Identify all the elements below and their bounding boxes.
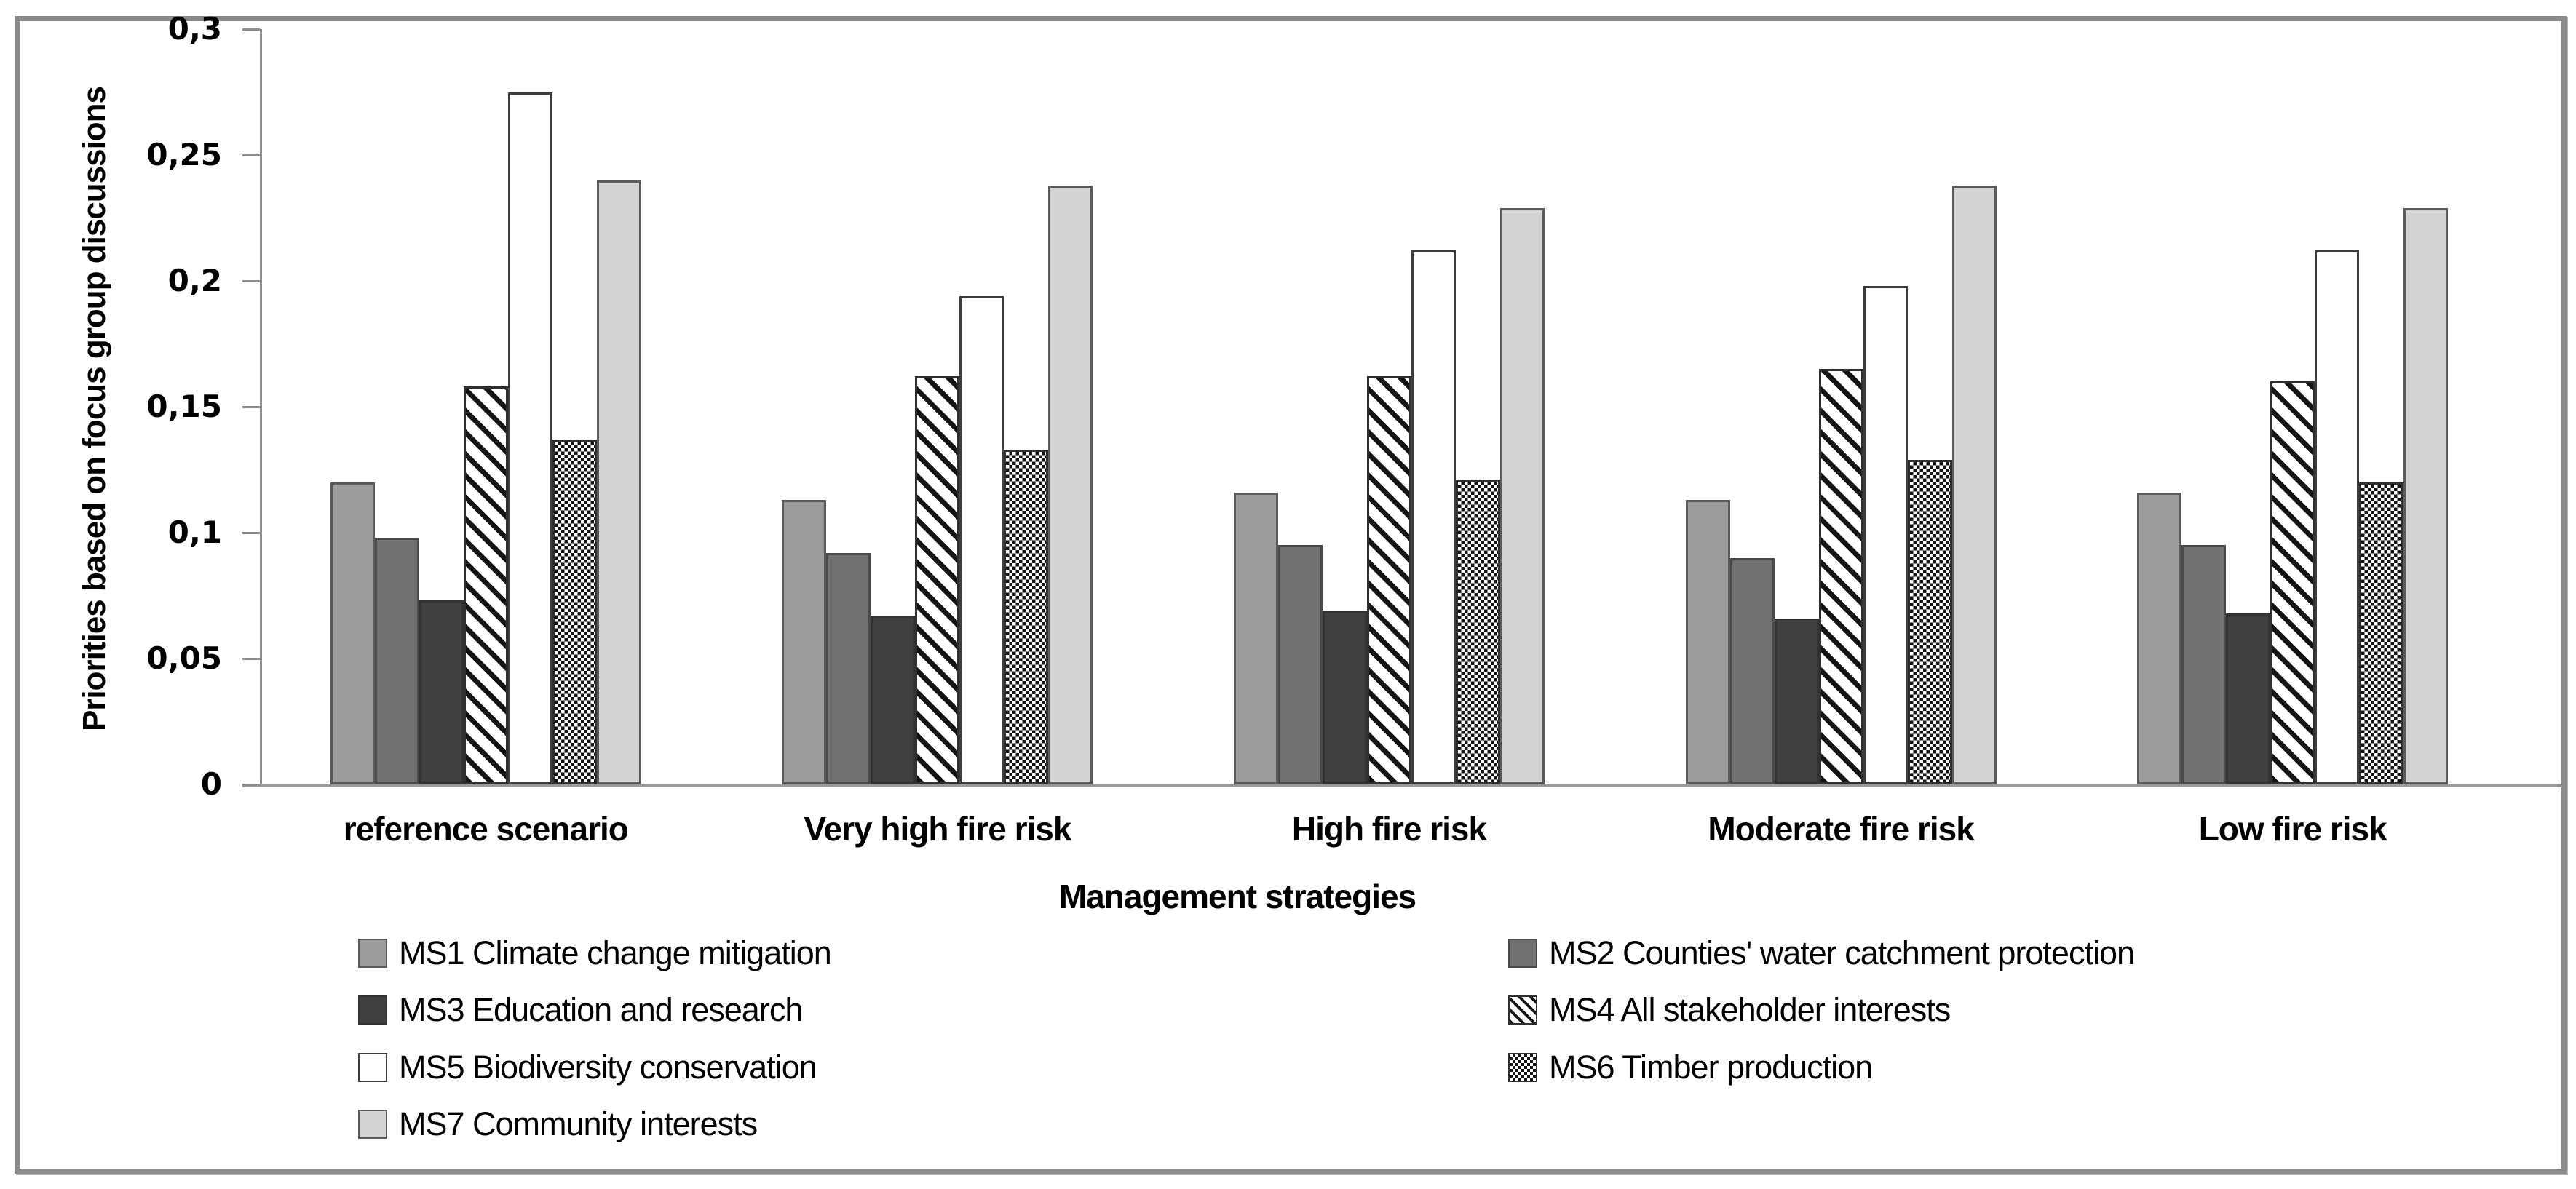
- y-tick: [242, 784, 260, 786]
- legend-item-ms5: MS5 Biodiversity conservation: [358, 1047, 817, 1088]
- bar-ms5-group1: [507, 92, 552, 784]
- y-tick-label: 0,2: [167, 263, 222, 298]
- y-tick: [242, 280, 260, 282]
- bar-ms2-group1: [374, 537, 419, 784]
- bar-ms7-group5: [2403, 207, 2449, 784]
- bar-ms3-group1: [419, 600, 464, 784]
- legend-label: MS6 Timber production: [1549, 1049, 1873, 1086]
- bar-ms7-group1: [596, 180, 641, 784]
- bar-ms5-group5: [2315, 250, 2360, 784]
- y-tick: [242, 532, 260, 534]
- y-tick: [242, 406, 260, 408]
- bar-ms6-group4: [1907, 459, 1952, 784]
- bar-ms1-group4: [1685, 500, 1730, 784]
- category-label: Moderate fire risk: [1708, 810, 1974, 848]
- y-tick: [242, 28, 260, 31]
- y-tick-label: 0,3: [167, 11, 222, 47]
- bar-ms3-group5: [2226, 613, 2271, 784]
- bar-ms1-group3: [1234, 492, 1278, 784]
- legend-label: MS5 Biodiversity conservation: [399, 1049, 817, 1086]
- bar-ms6-group2: [1004, 449, 1049, 784]
- legend-label: MS4 All stakeholder interests: [1549, 991, 1951, 1028]
- bar-ms2-group5: [2181, 545, 2227, 784]
- legend-item-ms3: MS3 Education and research: [358, 990, 803, 1030]
- legend-swatch: [1508, 939, 1537, 968]
- category-label: reference scenario: [343, 810, 629, 848]
- y-tick-label: 0: [200, 766, 222, 802]
- y-tick-label: 0,25: [146, 137, 222, 172]
- bar-ms1-group1: [330, 482, 375, 784]
- legend-label: MS7 Community interests: [399, 1105, 758, 1142]
- bar-ms6-group5: [2359, 482, 2404, 784]
- legend-swatch: [1508, 995, 1537, 1025]
- bar-ms6-group3: [1456, 480, 1500, 784]
- legend-label: MS2 Counties' water catchment protection: [1549, 934, 2135, 971]
- y-axis-line: [260, 29, 262, 786]
- x-axis-line: [242, 784, 2562, 787]
- bar-ms4-group5: [2270, 381, 2315, 784]
- bar-ms5-group3: [1411, 250, 1456, 784]
- bar-ms5-group2: [959, 295, 1004, 784]
- bar-ms2-group4: [1729, 557, 1775, 784]
- bar-ms2-group3: [1278, 545, 1323, 784]
- legend-item-ms1: MS1 Climate change mitigation: [358, 933, 832, 974]
- y-tick-label: 0,05: [146, 640, 222, 676]
- legend-swatch: [358, 1053, 387, 1082]
- legend-label: MS1 Climate change mitigation: [399, 934, 832, 971]
- legend-label: MS3 Education and research: [399, 991, 803, 1028]
- legend-swatch: [358, 939, 387, 968]
- bar-ms5-group4: [1863, 285, 1908, 784]
- bar-ms3-group4: [1774, 618, 1819, 784]
- legend-item-ms7: MS7 Community interests: [358, 1104, 758, 1145]
- legend-item-ms2: MS2 Counties' water catchment protection: [1508, 933, 2135, 974]
- bar-ms4-group1: [463, 386, 508, 784]
- y-tick: [242, 154, 260, 156]
- category-label: Low fire risk: [2198, 810, 2387, 848]
- legend-item-ms4: MS4 All stakeholder interests: [1508, 990, 1951, 1030]
- legend-swatch: [358, 1110, 387, 1139]
- legend-swatch: [358, 995, 387, 1025]
- bar-ms7-group4: [1951, 185, 1997, 784]
- bar-ms6-group1: [552, 439, 597, 784]
- bar-ms3-group3: [1323, 611, 1367, 784]
- bar-ms4-group3: [1367, 376, 1411, 784]
- y-tick-label: 0,1: [167, 514, 222, 550]
- bar-ms4-group2: [915, 376, 960, 784]
- legend-item-ms6: MS6 Timber production: [1508, 1047, 1873, 1088]
- y-tick: [242, 658, 260, 660]
- x-axis-title: Management strategies: [1058, 878, 1416, 915]
- y-tick-label: 0,15: [146, 389, 222, 424]
- category-label: Very high fire risk: [804, 810, 1071, 848]
- bar-ms4-group4: [1818, 369, 1863, 784]
- bar-ms7-group2: [1048, 185, 1093, 784]
- legend-swatch: [1508, 1053, 1537, 1082]
- bar-ms7-group3: [1500, 207, 1545, 784]
- bar-ms1-group5: [2137, 492, 2182, 784]
- category-label: High fire risk: [1291, 810, 1487, 848]
- bar-ms2-group2: [826, 552, 871, 784]
- bar-ms3-group2: [871, 616, 916, 784]
- bar-ms1-group2: [782, 500, 827, 784]
